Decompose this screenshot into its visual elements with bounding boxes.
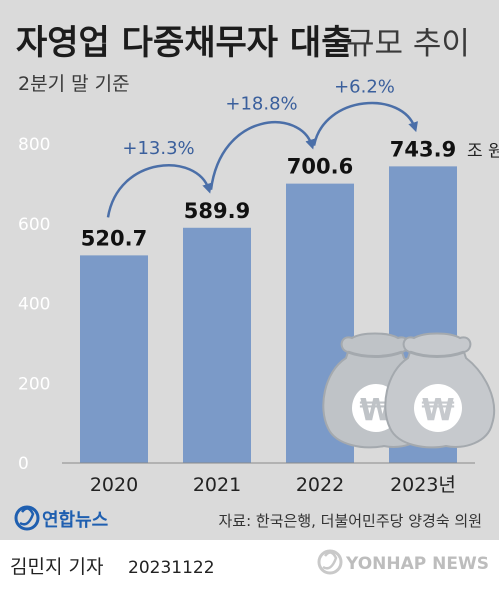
growth-arrow: [209, 121, 315, 190]
publish-date: 20231122: [128, 558, 215, 578]
footer: 김민지 기자 20231122 YONHAP NEWS: [0, 540, 499, 591]
x-axis-ticks: 2020 2021 2022 2023년: [90, 474, 456, 496]
chart-title-suffix: 규모 추이: [346, 26, 470, 62]
y-tick-label: 600: [18, 215, 50, 235]
unit-label: 조 원: [467, 141, 499, 161]
y-tick-label: 400: [18, 295, 50, 315]
data-label: 743.9: [390, 137, 456, 161]
x-tick-label: 2023년: [390, 474, 456, 496]
data-label: 589.9: [184, 199, 250, 223]
money-bag-won-icon: ₩: [384, 332, 496, 449]
y-tick-label: 800: [18, 135, 50, 155]
data-label: 700.6: [287, 155, 353, 179]
growth-arrow: [312, 101, 418, 146]
watermark-text: YONHAP NEWS: [345, 554, 489, 574]
agency-logo-text: 연합뉴스: [42, 509, 108, 531]
data-label: 520.7: [81, 226, 147, 250]
x-tick-label: 2020: [90, 474, 138, 496]
yonhap-watermark: YONHAP NEWS: [317, 549, 489, 575]
y-axis-ticks: 0 200 400 600 800: [18, 135, 50, 474]
y-tick-label: 200: [18, 374, 50, 394]
bar: [183, 227, 251, 463]
chart-subtitle: 2분기 말 기준: [18, 73, 130, 95]
bar-chart: 자영업 다중채무자 대출 규모 추이 2분기 말 기준 0 200 400 600 80…: [14, 23, 499, 531]
chart-card: 자영업 다중채무자 대출 규모 추이 2분기 말 기준 0 200 400 600 80…: [0, 0, 499, 540]
reporter-name: 김민지 기자: [10, 556, 103, 578]
growth-annotation: +13.3%: [122, 138, 194, 159]
bar: [80, 255, 148, 463]
value-labels: 520.7 589.9 700.6 743.9 조 원: [81, 137, 499, 250]
chart-title: 자영업 다중채무자 대출: [16, 23, 352, 63]
footer-svg: 김민지 기자 20231122 YONHAP NEWS: [10, 549, 489, 578]
y-tick-label: 0: [18, 454, 29, 474]
growth-annotation: +6.2%: [334, 76, 395, 97]
growth-annotation: +18.8%: [225, 94, 297, 115]
x-tick-label: 2022: [296, 474, 344, 496]
agency-logo: 연합뉴스: [14, 505, 108, 531]
growth-arrow: [106, 164, 212, 218]
x-tick-label: 2021: [193, 474, 241, 496]
svg-text:₩: ₩: [421, 393, 454, 428]
source-text: 자료: 한국은행, 더불어민주당 양경숙 의원: [219, 512, 483, 530]
growth-arrows: +13.3% +18.8% +6.2%: [106, 76, 418, 218]
